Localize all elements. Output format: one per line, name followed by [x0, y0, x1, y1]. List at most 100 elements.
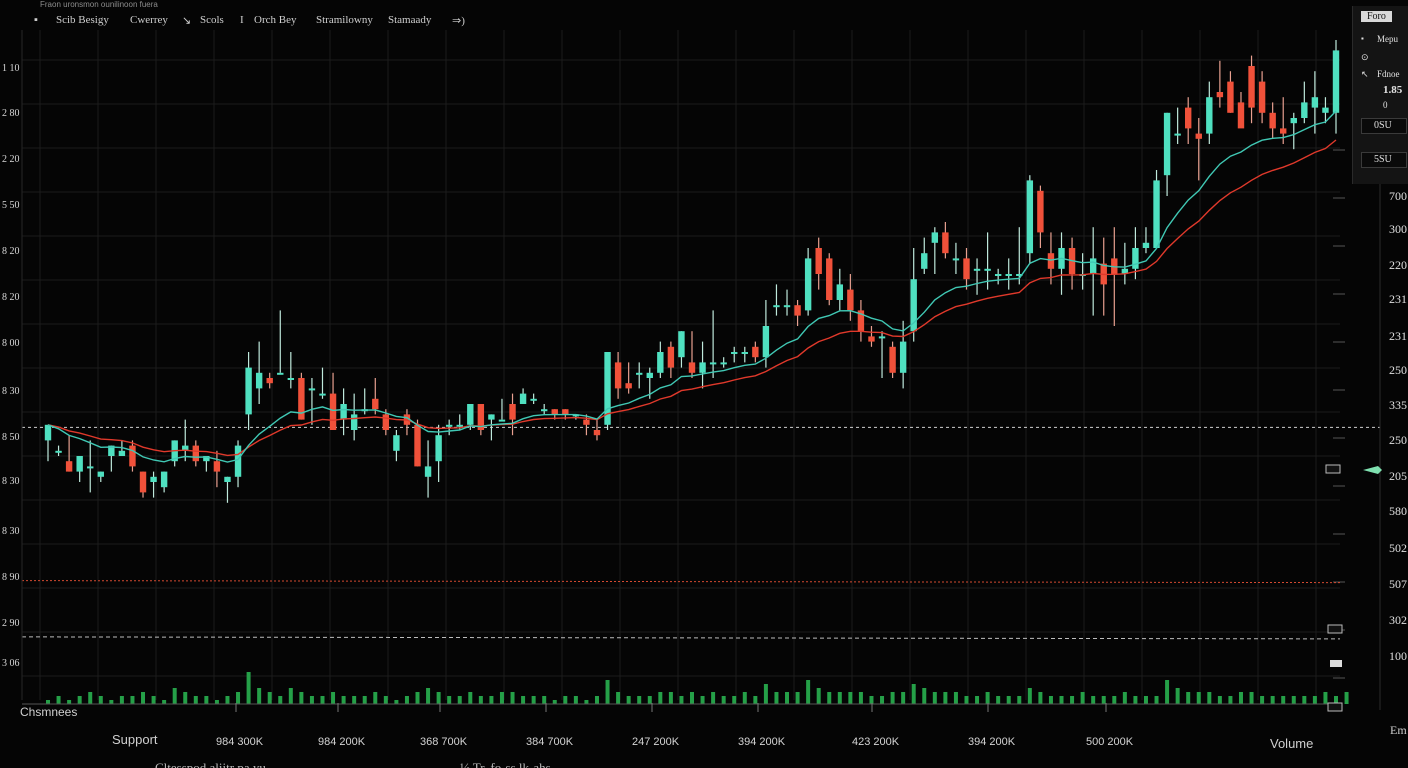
- volume-bar: [531, 696, 536, 704]
- side-panel-row2[interactable]: Fdnoe: [1377, 69, 1400, 79]
- toolbar-separator: I: [240, 14, 244, 26]
- menu-square-icon[interactable]: ▪: [34, 14, 38, 26]
- volume-bar: [246, 672, 251, 704]
- volume-bar: [711, 692, 716, 704]
- candle: [224, 476, 231, 503]
- cursor-icon[interactable]: ↘: [182, 15, 192, 27]
- candle: [1058, 232, 1065, 295]
- volume-bar: [816, 688, 821, 704]
- volume-bar: [795, 692, 800, 704]
- candle: [783, 289, 791, 316]
- volume-bar: [774, 692, 779, 704]
- eye-icon[interactable]: ⊙: [1361, 52, 1369, 62]
- arrow-right-icon[interactable]: ⇒): [452, 15, 465, 27]
- candle-body: [1005, 274, 1012, 276]
- volume-bar: [858, 692, 863, 704]
- candle: [414, 419, 421, 467]
- candle: [393, 430, 400, 462]
- volume-bar: [1048, 696, 1053, 704]
- candle-body: [213, 461, 221, 472]
- toolbar-item-currency[interactable]: Cwerrey: [130, 14, 168, 26]
- volume-bar: [616, 692, 621, 704]
- volume-bar: [478, 696, 483, 704]
- moving-average-slow: [47, 139, 1337, 457]
- candle: [329, 372, 337, 430]
- candle-body: [667, 346, 675, 368]
- candle-body: [150, 476, 157, 482]
- candle: [97, 471, 104, 482]
- x-axis-label: 368 700K: [420, 736, 468, 748]
- volume-bar: [679, 696, 684, 704]
- side-panel-row1[interactable]: Mepu: [1377, 34, 1398, 44]
- candle-body: [1269, 112, 1276, 129]
- candle: [604, 352, 611, 430]
- side-panel-price: 1.85: [1383, 84, 1403, 96]
- volume-bar: [510, 692, 515, 704]
- x-axis-label: 394 200K: [968, 736, 1016, 748]
- candle-body: [234, 445, 242, 477]
- candle: [76, 456, 83, 482]
- candle-body: [108, 445, 115, 456]
- volume-bar: [257, 688, 262, 704]
- volume-bar: [352, 696, 357, 704]
- candle: [182, 419, 189, 462]
- candle-body: [456, 424, 463, 427]
- side-panel-box1[interactable]: 0SU: [1361, 118, 1407, 134]
- side-panel-box2[interactable]: 5SU: [1361, 152, 1407, 168]
- volume-bar: [77, 696, 82, 704]
- candle-body: [836, 284, 844, 300]
- toolbar-item-summary[interactable]: Stamaady: [388, 14, 432, 26]
- candle: [424, 440, 432, 498]
- toolbar-item-scale[interactable]: Scols: [200, 14, 224, 26]
- candle: [1269, 102, 1276, 139]
- toolbar-item-order[interactable]: Orch Bey: [254, 14, 297, 26]
- candle-body: [857, 310, 865, 332]
- cursor-icon[interactable]: ↖: [1361, 69, 1369, 79]
- candle: [794, 300, 801, 326]
- volume-bars: [22, 672, 1349, 705]
- candle-body: [921, 253, 928, 269]
- candle: [889, 341, 896, 378]
- candle-body: [1248, 66, 1255, 108]
- candles: [44, 40, 1340, 503]
- candle-body: [435, 435, 442, 462]
- volume-bar: [278, 696, 283, 704]
- volume-bar: [119, 696, 124, 704]
- toolbar: Fraon uronsmon ounilinoon fuera ▪ Scib B…: [0, 0, 1408, 44]
- volume-bar: [394, 700, 399, 704]
- volume-bar: [288, 688, 293, 704]
- candle: [372, 378, 379, 415]
- toolbar-item-strategy[interactable]: Stramilowny: [316, 14, 373, 26]
- toolbar-item-design[interactable]: Scib Besigy: [56, 14, 109, 26]
- volume-bar: [415, 692, 420, 704]
- candle: [762, 300, 770, 368]
- candle: [942, 222, 949, 259]
- right-axis-ticks: [1333, 149, 1345, 679]
- candle: [878, 331, 886, 378]
- volume-bar: [373, 692, 378, 704]
- volume-bar: [647, 696, 652, 704]
- candle: [129, 440, 136, 472]
- left-axis: 1 10 2 80 2 20 5 50 8 20 8 20 8 00 8 30 8 50 8 30…: [2, 63, 20, 669]
- candle: [150, 471, 157, 498]
- volume-bar: [468, 692, 473, 704]
- candle: [952, 242, 960, 274]
- volume-bar: [753, 696, 758, 704]
- volume-bar: [1249, 692, 1254, 704]
- candle-body: [773, 305, 780, 308]
- window-caption: Fraon uronsmon ounilinoon fuera: [40, 0, 158, 9]
- candle-body: [266, 378, 273, 384]
- candle-body: [1184, 107, 1192, 129]
- volume-bar: [1143, 696, 1148, 704]
- candle: [804, 248, 812, 316]
- volume-bar: [1260, 696, 1265, 704]
- square-icon[interactable]: ▪: [1361, 34, 1364, 43]
- right-axis-label: 231: [1389, 329, 1407, 343]
- candle-body: [678, 331, 685, 358]
- candle: [1005, 258, 1012, 290]
- volume-bar: [56, 696, 61, 704]
- candle: [139, 471, 147, 498]
- candle: [519, 388, 527, 404]
- volume-bar: [1101, 696, 1106, 704]
